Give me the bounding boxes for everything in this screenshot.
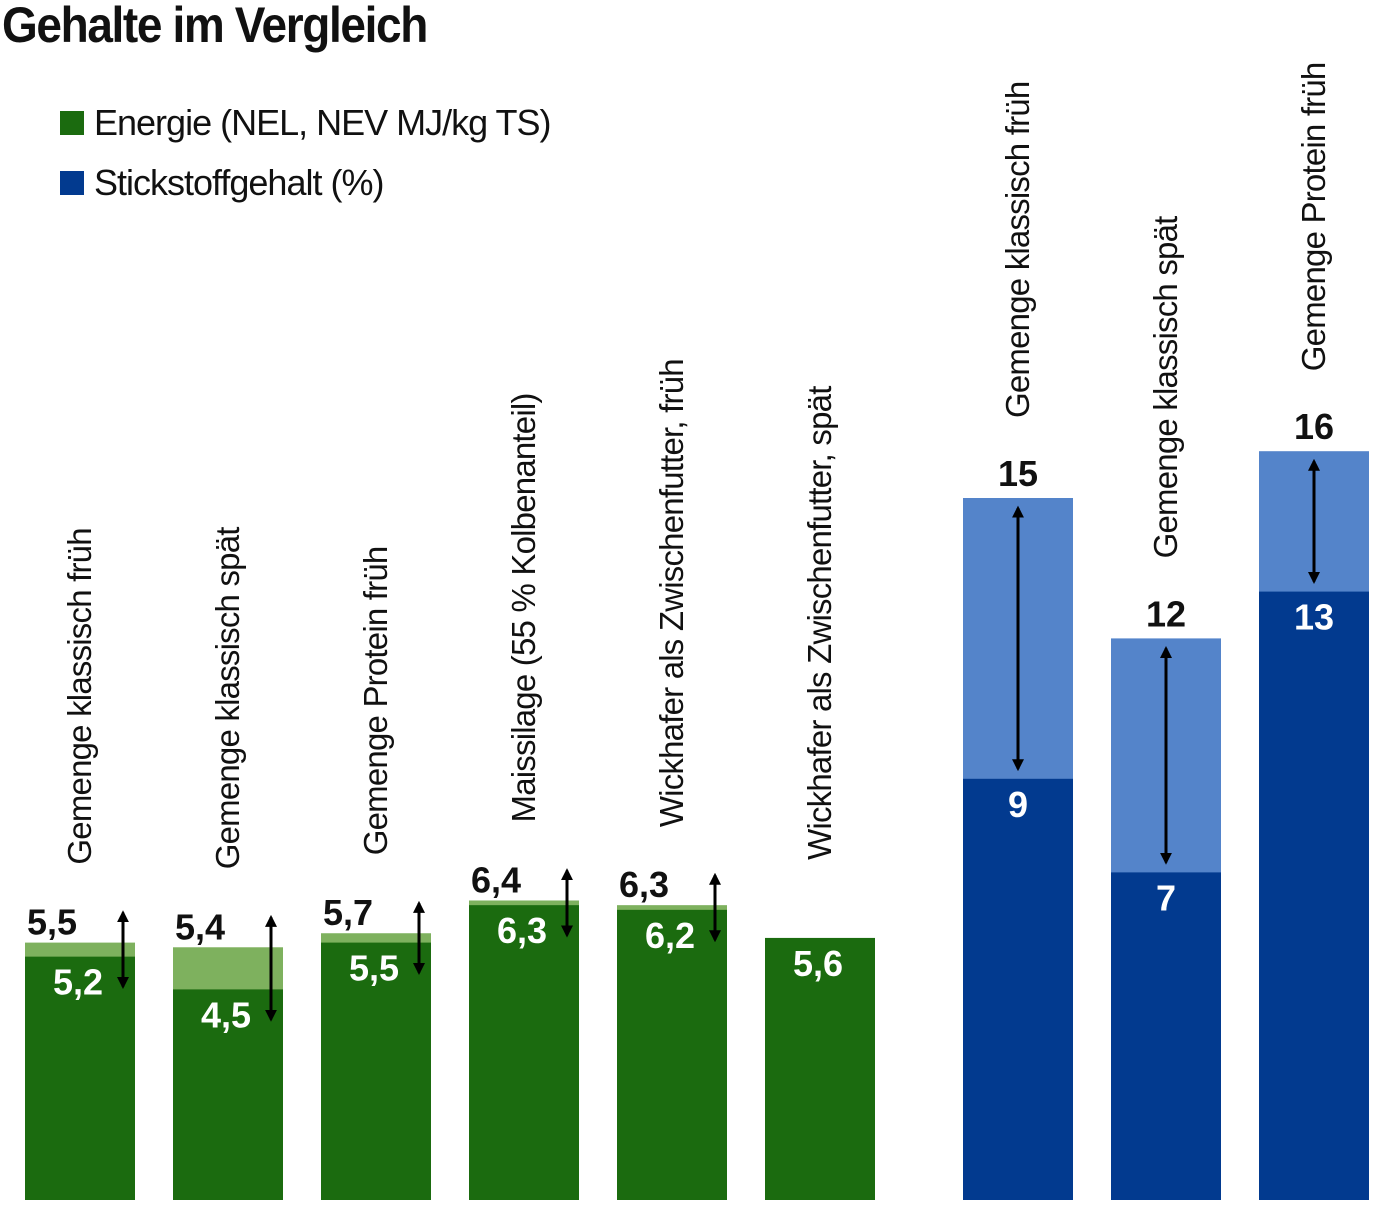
bar-lower-segment — [173, 989, 283, 1200]
legend-label: Energie (NEL, NEV MJ/kg TS) — [94, 102, 551, 143]
data-label-high: 5,4 — [175, 906, 225, 947]
bar-lower-segment — [1259, 591, 1369, 1200]
data-label-low: 7 — [1156, 877, 1176, 918]
category-label: Maissilage (55 % Kolbenanteil) — [505, 393, 542, 822]
bar-lower-segment — [321, 942, 431, 1200]
data-label-high: 6,4 — [471, 859, 521, 900]
legend-item-stickstoff: Stickstoffgehalt (%) — [60, 162, 384, 204]
legend-item-energie: Energie (NEL, NEV MJ/kg TS) — [60, 102, 551, 144]
data-label-low: 5,5 — [349, 948, 399, 989]
data-label-low: 5,6 — [793, 943, 843, 984]
data-label-low: 6,2 — [645, 915, 695, 956]
data-label-high: 6,3 — [619, 864, 669, 905]
bar-lower-segment — [469, 905, 579, 1200]
data-label-low: 13 — [1294, 597, 1334, 638]
category-label: Wickhafer als Zwischenfutter, früh — [653, 359, 690, 827]
legend-swatch-green — [60, 111, 84, 135]
category-label: Gemenge klassisch früh — [999, 82, 1036, 418]
data-label-high: 5,5 — [27, 902, 77, 943]
bar-lower-segment — [617, 909, 727, 1200]
legend-swatch-blue — [60, 171, 84, 195]
data-label-high: 15 — [998, 453, 1038, 494]
data-label-low: 5,2 — [53, 962, 103, 1003]
bar-lower-segment — [1111, 872, 1221, 1200]
bar-lower-segment — [963, 778, 1073, 1200]
chart-title: Gehalte im Vergleich — [2, 0, 428, 53]
category-label: Gemenge Protein früh — [1295, 63, 1332, 372]
data-label-low: 9 — [1008, 784, 1028, 825]
category-label: Gemenge klassisch spät — [1147, 216, 1184, 559]
data-label-high: 12 — [1146, 593, 1186, 634]
category-label: Gemenge klassisch früh — [61, 528, 98, 864]
data-label-low: 4,5 — [201, 994, 251, 1035]
category-label: Gemenge Protein früh — [357, 547, 394, 856]
category-label: Gemenge klassisch spät — [209, 527, 246, 870]
data-label-low: 6,3 — [497, 910, 547, 951]
bar-lower-segment — [765, 937, 875, 1200]
legend-label: Stickstoffgehalt (%) — [94, 162, 384, 203]
category-label: Wickhafer als Zwischenfutter, spät — [801, 386, 838, 860]
data-label-high: 16 — [1294, 406, 1334, 447]
data-label-high: 5,7 — [323, 892, 373, 933]
bar-lower-segment — [25, 956, 135, 1200]
